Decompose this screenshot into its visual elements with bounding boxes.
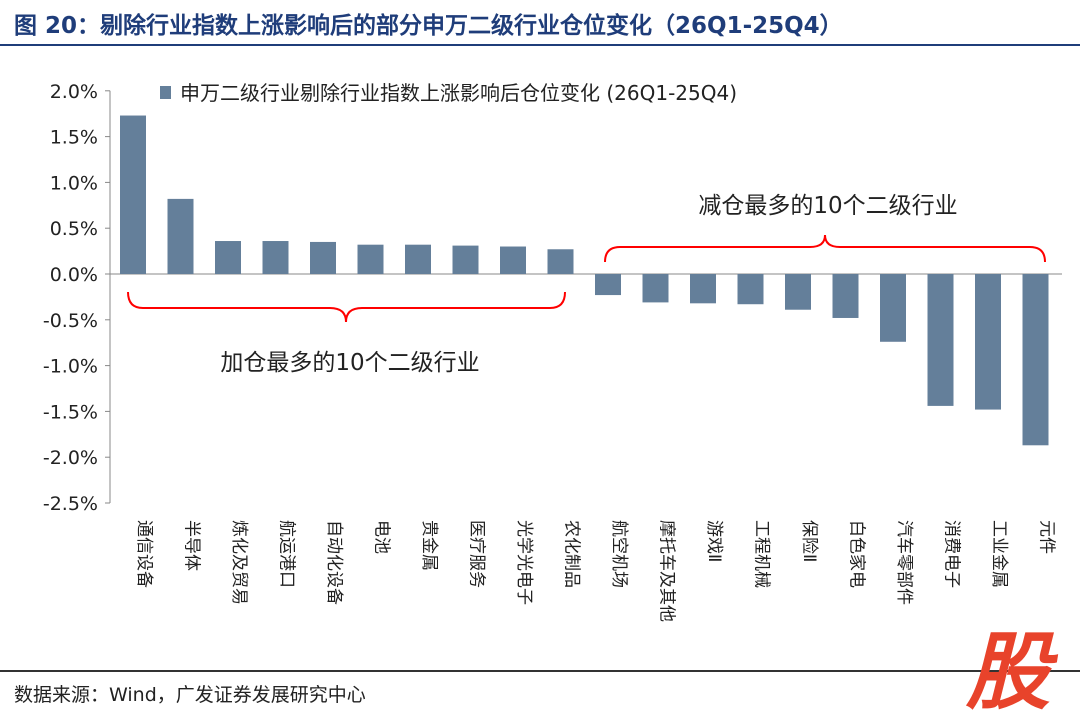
bar — [262, 241, 289, 274]
y-tick-label: -0.5% — [43, 310, 98, 332]
x-tick-label: 医疗服务 — [467, 520, 487, 588]
x-tick-label: 汽车零部件 — [894, 520, 914, 605]
bar — [927, 274, 954, 406]
bar — [975, 274, 1001, 410]
y-tick-label: 1.0% — [50, 172, 98, 194]
bar — [1022, 274, 1049, 446]
y-tick-label: 2.0% — [50, 81, 98, 103]
bar — [690, 274, 716, 304]
x-tick-label: 消费电子 — [942, 520, 962, 588]
bar — [120, 115, 146, 274]
bar — [167, 198, 194, 274]
bar — [500, 246, 526, 274]
title-divider — [0, 44, 1080, 46]
x-tick-label: 自动化设备 — [324, 520, 344, 605]
bracket-reduce — [604, 234, 1046, 263]
bar — [880, 274, 906, 342]
figure-title: 图 20：剔除行业指数上涨影响后的部分申万二级行业仓位变化（26Q1-25Q4） — [14, 13, 843, 39]
legend-swatch — [160, 86, 171, 99]
bar — [215, 241, 241, 274]
x-tick-label: 半导体 — [182, 520, 202, 571]
bar — [642, 274, 669, 303]
bar — [832, 274, 859, 318]
bracket-add — [127, 291, 566, 323]
x-tick-label: 炼化及贸易 — [229, 520, 249, 605]
x-tick-label: 电池 — [372, 520, 392, 554]
bar — [595, 274, 621, 296]
watermark-logo: 股 — [966, 623, 1051, 721]
x-tick-label: 摩托车及其他 — [657, 520, 677, 622]
x-tick-label: 白色家电 — [847, 520, 867, 588]
x-tick-label: 保险Ⅱ — [799, 520, 819, 562]
legend-label: 申万二级行业剔除行业指数上涨影响后仓位变化 (26Q1-25Q4) — [180, 81, 737, 105]
x-tick-label: 航运港口 — [277, 520, 297, 588]
y-tick-label: -2.5% — [43, 493, 98, 515]
bar — [405, 244, 431, 274]
bar — [357, 244, 384, 274]
bar-chart: 2.0% 1.5% 1.0% 0.5% 0.0% -0.5% -1.0% -1.5% -2.0%… — [43, 81, 1062, 622]
x-tick-label: 工业金属 — [989, 520, 1009, 588]
x-tick-label: 贵金属 — [419, 520, 439, 571]
bar — [547, 249, 574, 274]
y-tick-label: -1.5% — [43, 401, 98, 423]
x-tick-label: 光学光电子 — [514, 520, 534, 605]
x-tick-label: 工程机械 — [752, 520, 772, 588]
y-tick-label: 1.5% — [50, 127, 98, 149]
bar — [737, 274, 764, 305]
x-tick-label: 元件 — [1037, 520, 1057, 554]
y-tick-label: 0.0% — [50, 264, 98, 286]
bar — [452, 245, 479, 274]
source-note: 数据来源：Wind，广发证券发展研究中心 — [14, 684, 366, 706]
x-tick-label: 航空机场 — [609, 520, 629, 588]
annotation-reduce: 减仓最多的10个二级行业 — [698, 193, 957, 219]
x-tick-label: 农化制品 — [562, 520, 582, 588]
x-tick-label: 游戏Ⅱ — [704, 520, 724, 562]
footer-divider — [0, 670, 1080, 672]
annotation-add: 加仓最多的10个二级行业 — [220, 350, 479, 376]
y-tick-label: 0.5% — [50, 218, 98, 240]
bar — [785, 274, 811, 310]
bar — [310, 241, 336, 274]
y-tick-label: -2.0% — [43, 447, 98, 469]
y-tick-label: -1.0% — [43, 356, 98, 378]
x-tick-label: 通信设备 — [134, 520, 154, 588]
